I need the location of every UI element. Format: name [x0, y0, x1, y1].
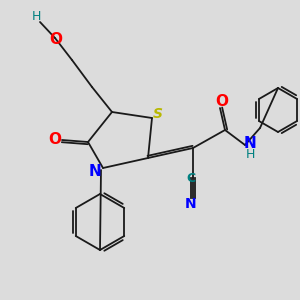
Text: H: H: [31, 11, 41, 23]
Text: N: N: [185, 197, 197, 211]
Text: N: N: [244, 136, 256, 151]
Text: O: O: [50, 32, 62, 46]
Text: N: N: [88, 164, 101, 179]
Text: C: C: [186, 172, 196, 185]
Text: S: S: [153, 107, 163, 121]
Text: O: O: [49, 133, 62, 148]
Text: O: O: [215, 94, 229, 110]
Text: H: H: [245, 148, 255, 160]
